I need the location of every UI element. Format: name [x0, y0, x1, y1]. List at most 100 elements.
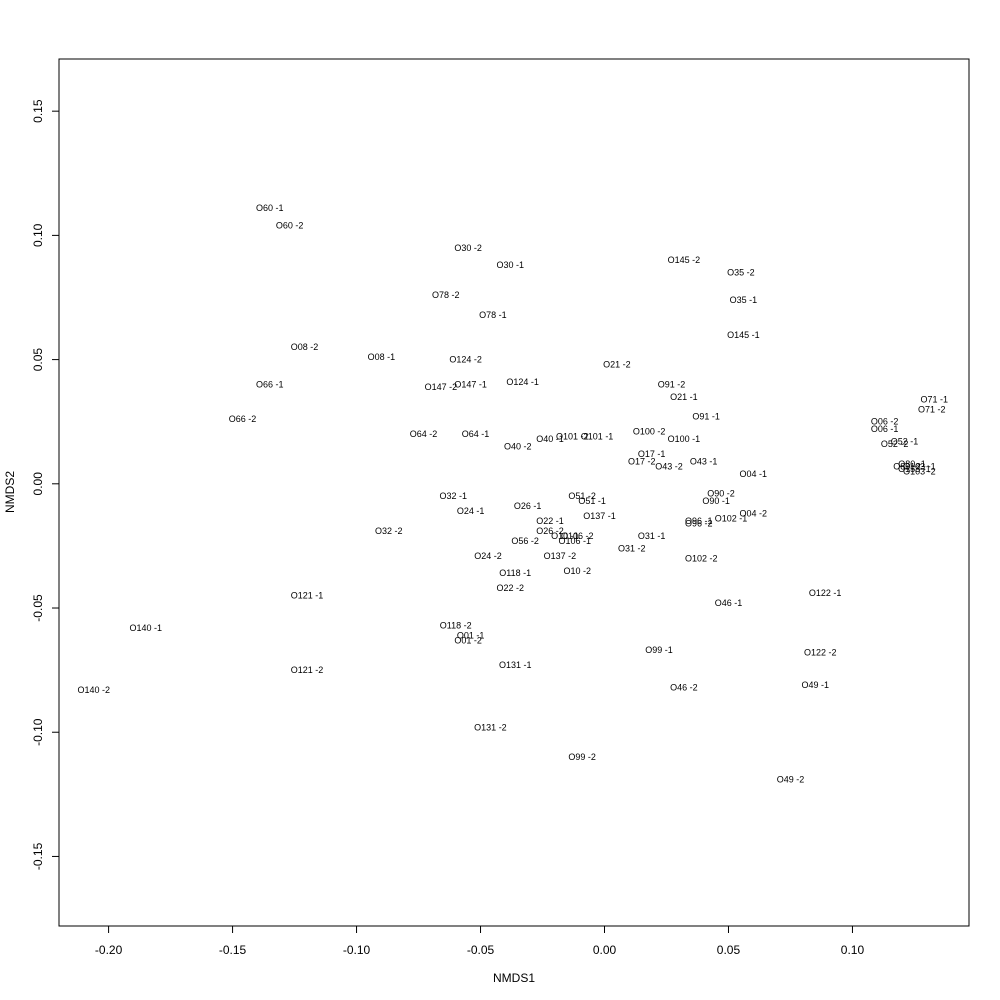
- y-axis-title: NMDS2: [3, 471, 17, 513]
- point-label: O24 -2: [474, 551, 502, 561]
- plot-frame: [58, 58, 970, 927]
- point-label: O06 -2: [871, 417, 899, 427]
- point-label: O26 -2: [536, 526, 564, 536]
- point-label: O32 -2: [375, 526, 403, 536]
- point-label: O106 -2: [561, 531, 594, 541]
- point-label: O17 -1: [638, 449, 666, 459]
- point-label: O99 -1: [645, 645, 673, 655]
- point-label: O121 -2: [291, 665, 324, 675]
- x-tick-label: 0.10: [841, 943, 865, 957]
- point-label: O102 -2: [685, 553, 718, 563]
- point-label: O118 -2: [440, 620, 472, 630]
- point-label: O40 -1: [536, 434, 564, 444]
- point-label: O43 -1: [690, 456, 718, 466]
- point-label: O131 -1: [499, 660, 532, 670]
- point-label: O21 -2: [603, 360, 631, 370]
- point-label: O131 -2: [474, 722, 507, 732]
- y-tick-label: 0.00: [31, 472, 45, 496]
- point-label: O52 -1: [891, 437, 919, 447]
- point-label: O137 -2: [544, 551, 577, 561]
- point-label: O121 -1: [291, 591, 324, 601]
- point-label: O100 -2: [633, 427, 666, 437]
- point-label: O46 -2: [670, 683, 698, 693]
- point-label: O22 -1: [536, 516, 564, 526]
- point-label: O153 -1: [898, 464, 931, 474]
- point-label: O101 -2: [556, 432, 589, 442]
- point-label: O21 -1: [670, 392, 698, 402]
- point-label: O51 -2: [568, 491, 596, 501]
- point-label: O35 -1: [730, 295, 758, 305]
- x-tick-label: -0.15: [219, 943, 247, 957]
- x-tick-label: 0.05: [717, 943, 741, 957]
- point-label: O124 -1: [506, 377, 539, 387]
- point-label: O40 -2: [504, 442, 532, 452]
- point-label: O71 -1: [921, 394, 949, 404]
- point-label: O04 -2: [740, 509, 768, 519]
- point-label: O31 -1: [638, 531, 666, 541]
- point-label: O96 -2: [685, 519, 713, 529]
- point-label: O145 -1: [727, 330, 760, 340]
- point-label: O22 -2: [497, 583, 525, 593]
- point-label: O80 -1: [898, 459, 926, 469]
- point-label: O60 -2: [276, 220, 304, 230]
- point-label: O91 -1: [692, 412, 720, 422]
- point-label: O01 -2: [454, 635, 482, 645]
- point-label: O31 -2: [618, 543, 646, 553]
- point-label: O147 -1: [454, 379, 487, 389]
- point-label: O140 -1: [130, 623, 163, 633]
- point-label: O122 -1: [809, 588, 842, 598]
- point-label: O64 -2: [410, 429, 438, 439]
- point-label: O06 -1: [871, 424, 899, 434]
- y-tick-label: -0.05: [31, 594, 45, 622]
- point-label: O145 -2: [668, 255, 701, 265]
- point-label: O99 -2: [568, 752, 596, 762]
- x-tick-label: -0.10: [343, 943, 371, 957]
- point-label: O08 -2: [291, 342, 319, 352]
- y-tick-label: -0.15: [31, 842, 45, 870]
- point-label: O137 -1: [583, 511, 616, 521]
- x-tick-label: -0.20: [95, 943, 123, 957]
- point-label: O51 -1: [578, 496, 606, 506]
- point-label: O103 -2: [903, 466, 936, 476]
- point-label: O101 -1: [581, 432, 614, 442]
- point-label: O32 -1: [439, 491, 467, 501]
- point-label: O30 -1: [497, 260, 525, 270]
- point-label: O71 -2: [918, 404, 946, 414]
- point-label: O46 -1: [715, 598, 743, 608]
- point-label: O124 -2: [449, 355, 482, 365]
- point-label: O106 -1: [558, 536, 591, 546]
- x-axis: -0.20 -0.15 -0.10 -0.05 0.00 0.05 0.10: [95, 925, 865, 957]
- point-label: O49 -1: [802, 680, 830, 690]
- point-label: O26 -1: [514, 501, 542, 511]
- point-label: O49 -2: [777, 774, 805, 784]
- point-label: O10 -1: [551, 531, 579, 541]
- point-label: O30 -2: [454, 243, 482, 253]
- point-label: O140 -2: [77, 685, 110, 695]
- point-label: O118 -1: [499, 568, 531, 578]
- point-label: O10 -2: [563, 566, 591, 576]
- y-tick-label: 0.10: [31, 223, 45, 247]
- point-label: O66 -2: [229, 414, 257, 424]
- point-label: O01 -1: [457, 630, 485, 640]
- point-label: O24 -1: [457, 506, 485, 516]
- point-label: O90 -2: [707, 489, 735, 499]
- y-tick-label: 0.15: [31, 99, 45, 123]
- point-label: O78 -2: [432, 290, 460, 300]
- point-label: O91 -2: [658, 379, 686, 389]
- y-tick-label: -0.10: [31, 718, 45, 746]
- point-label: O147 -2: [425, 382, 458, 392]
- point-label: O35 -2: [727, 268, 755, 278]
- point-label: O64 -1: [462, 429, 490, 439]
- x-tick-label: -0.05: [467, 943, 495, 957]
- point-labels: O60 -1 O60 -2 O30 -2 O30 -1 O78 -2 O78 -1 O145…: [77, 203, 948, 784]
- point-label: O17 -2: [628, 456, 656, 466]
- point-label: O102 -1: [715, 514, 748, 524]
- point-label: O43 -2: [655, 461, 683, 471]
- point-label: O90 -1: [702, 496, 730, 506]
- x-tick-label: 0.00: [593, 943, 617, 957]
- point-label: O56 -2: [511, 536, 539, 546]
- point-label: O80 -2: [893, 461, 921, 471]
- point-label: O04 -1: [740, 469, 768, 479]
- point-label: O60 -1: [256, 203, 284, 213]
